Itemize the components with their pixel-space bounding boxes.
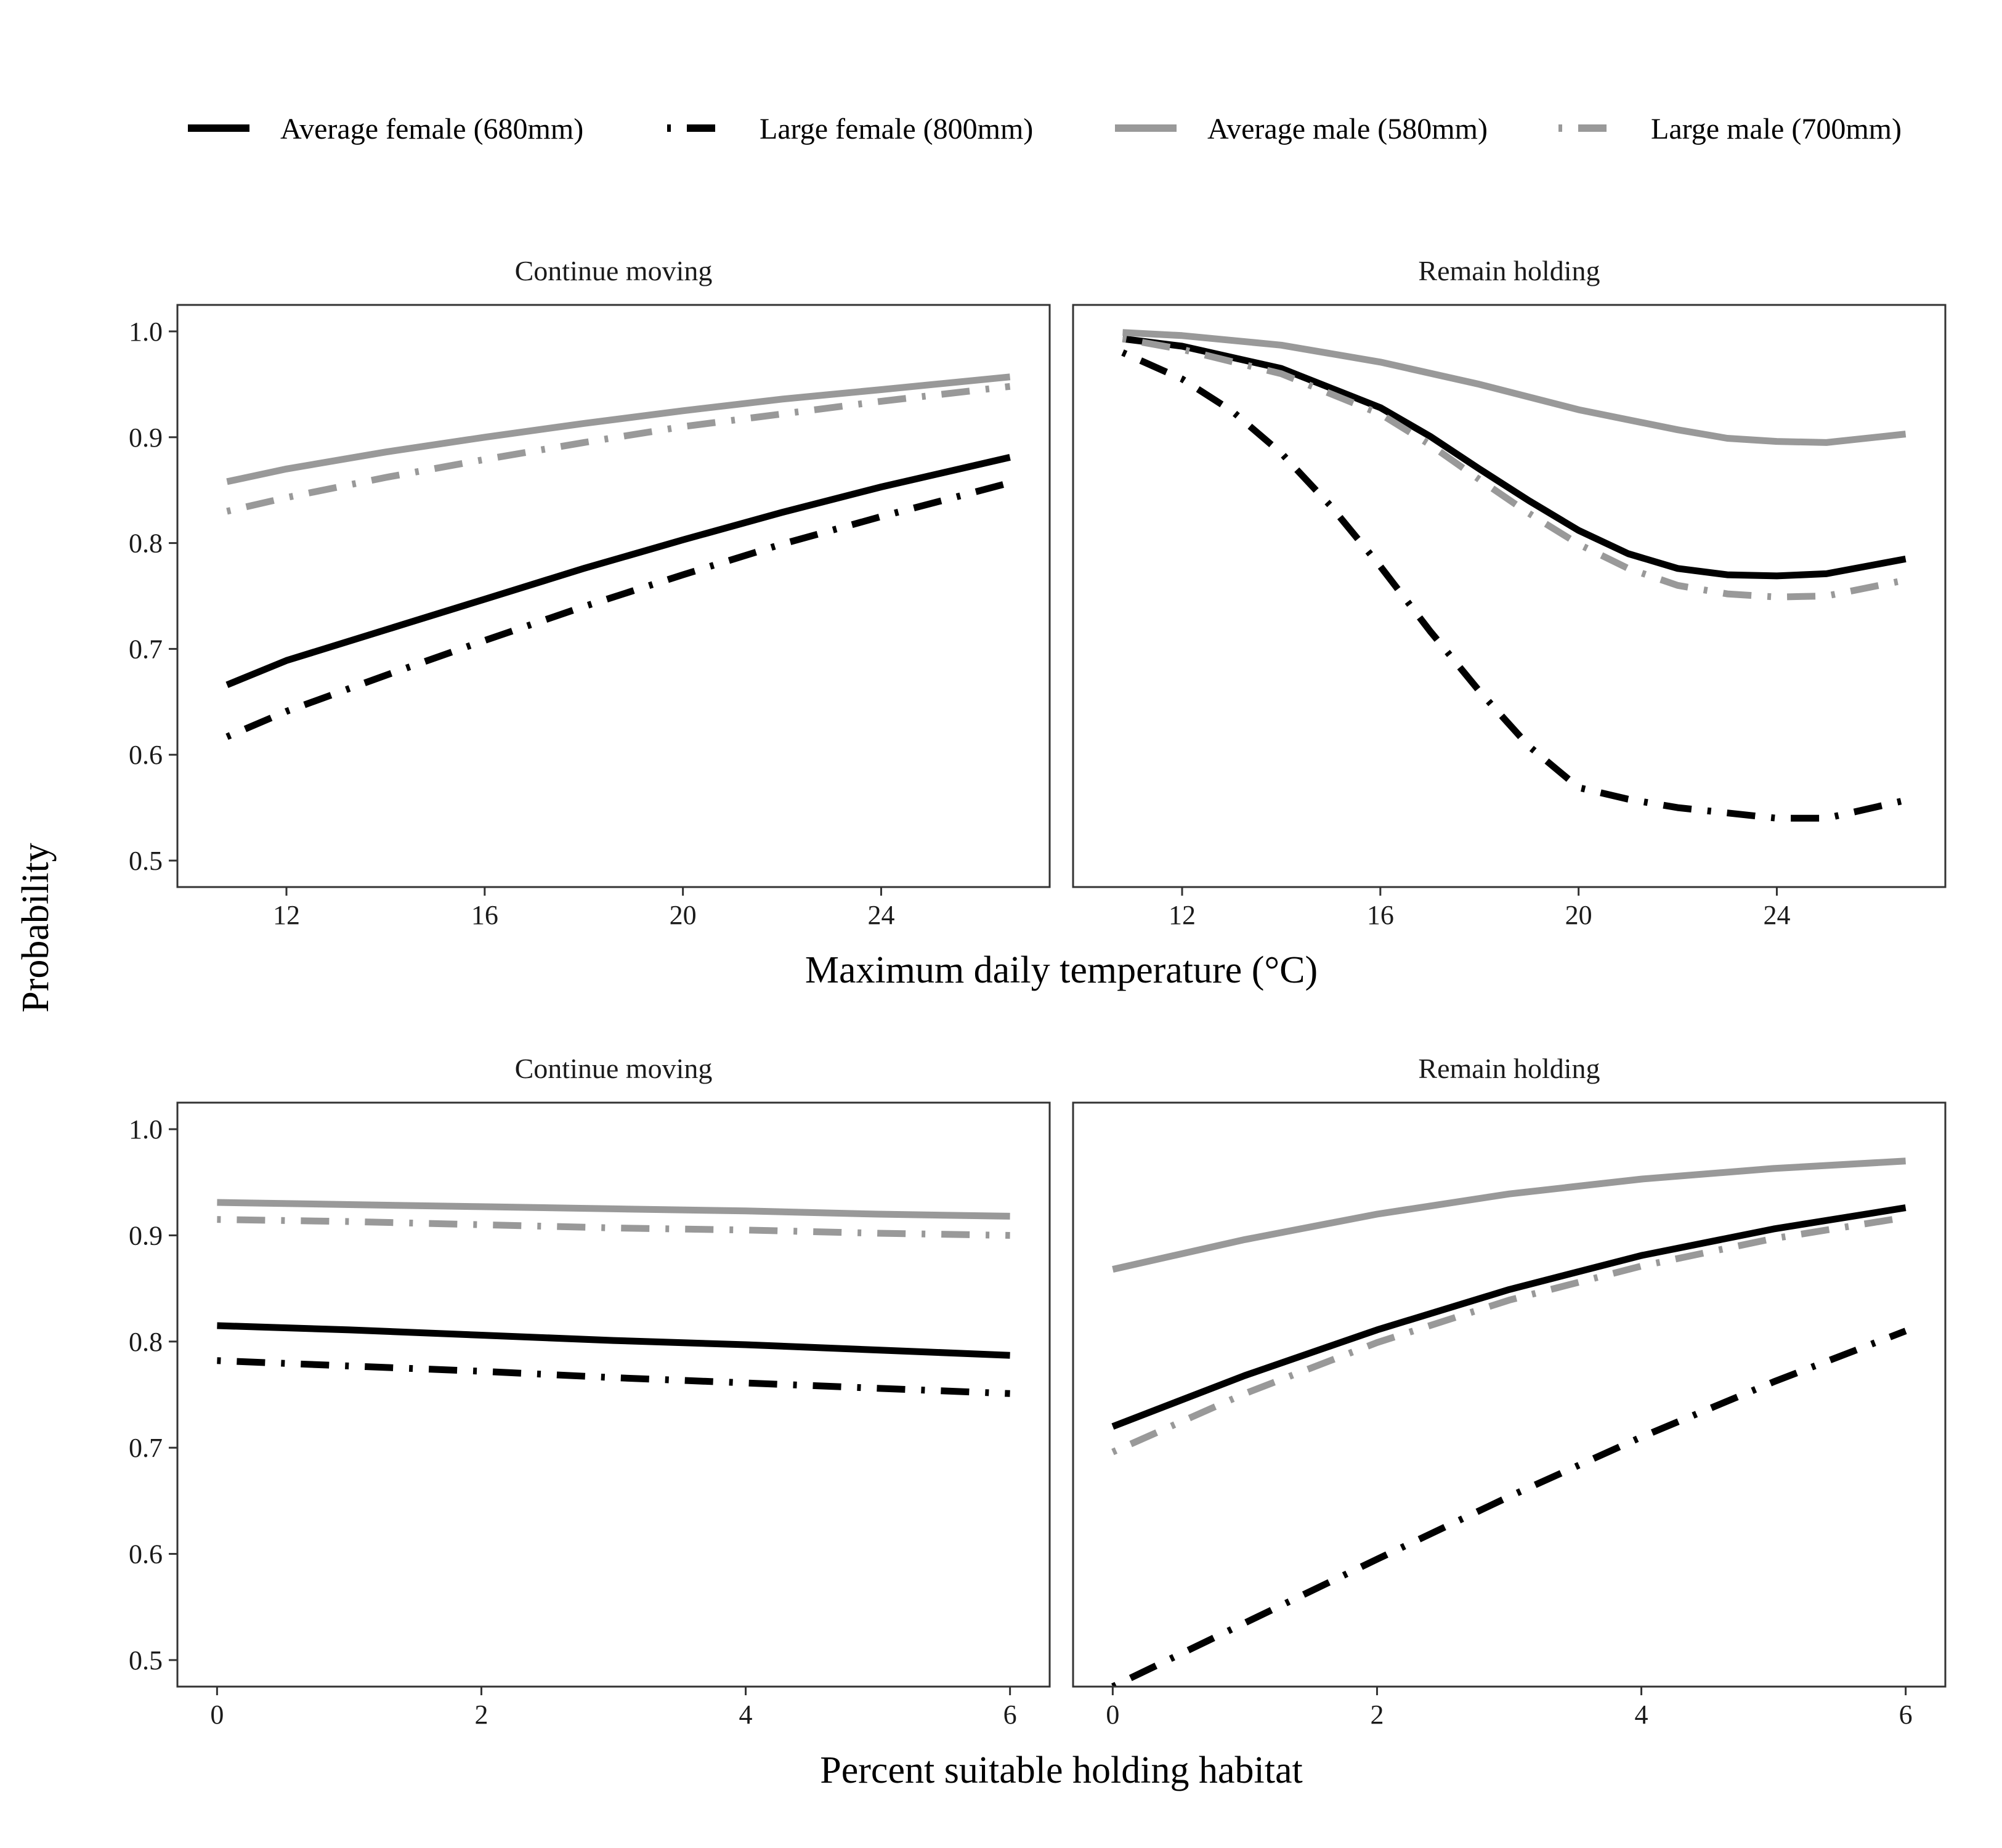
series-line-average-female-680mm <box>225 454 1011 688</box>
series-line-average-male-580mm <box>217 1199 1010 1220</box>
x-tick-label: 2 <box>1370 1700 1384 1730</box>
y-tick-label: 1.0 <box>129 1114 163 1145</box>
panel-border <box>1072 1101 1947 1688</box>
x-tick-label: 16 <box>1367 900 1394 930</box>
y-tick-label: 0.8 <box>129 1327 163 1357</box>
panel-2-remain-holding: Remain holding 12 16 20 24 <box>1072 255 1947 930</box>
series-line-large-male-700mm <box>1122 335 1907 601</box>
series-line-large-male-700mm <box>1111 1214 1907 1456</box>
x-tick-label: 20 <box>670 900 697 930</box>
series-line-large-female-800mm <box>225 479 1011 740</box>
series-line-large-male-700mm <box>226 383 1011 515</box>
series-line-average-female-680mm <box>1111 1204 1907 1430</box>
x-tick-label: 24 <box>867 900 894 930</box>
series-group <box>225 373 1011 740</box>
x-tick-label: 4 <box>1635 1700 1648 1730</box>
x-tick-label: 4 <box>739 1700 753 1730</box>
series-group <box>1121 329 1907 822</box>
legend: Average female (680mm) Large female (800m… <box>188 113 1902 145</box>
x-axis-title-top: Maximum daily temperature (°C) <box>805 949 1318 991</box>
series-line-average-male-580mm <box>1112 1157 1906 1273</box>
x-tick-label: 16 <box>471 900 498 930</box>
x-tick-label: 12 <box>1169 900 1196 930</box>
y-tick-label: 1.0 <box>129 317 163 347</box>
legend-label: Average female (680mm) <box>280 113 583 145</box>
series-line-large-female-800mm <box>217 1357 1010 1397</box>
series-line-average-male-580mm <box>226 373 1011 485</box>
series-line-large-male-700mm <box>217 1216 1010 1239</box>
panel-3-continue-moving: Continue moving 0.5 0.6 0.7 0.8 0.9 1.0 0 2 4 6 <box>129 1053 1051 1730</box>
series-group <box>1111 1157 1907 1687</box>
panel-border <box>1072 304 1947 888</box>
legend-label: Large female (800mm) <box>760 113 1033 145</box>
y-tick-label: 0.5 <box>129 1645 163 1676</box>
series-line-average-female-680mm <box>1122 335 1907 580</box>
series-line-large-female-800mm <box>1111 1327 1907 1687</box>
x-tick-label: 24 <box>1763 900 1790 930</box>
series-line-large-female-800mm <box>1121 349 1907 822</box>
x-tick-label: 6 <box>1899 1700 1913 1730</box>
panel-4-remain-holding: Remain holding 0 2 4 6 <box>1072 1053 1947 1730</box>
legend-label: Large male (700mm) <box>1651 113 1902 145</box>
panel-border <box>176 304 1051 888</box>
panel-1-continue-moving: Continue moving 0.5 0.6 0.7 0.8 0.9 1.0 12 16 20 2… <box>129 255 1051 930</box>
series-group <box>217 1199 1010 1397</box>
y-tick-label: 0.9 <box>129 423 163 453</box>
legend-entry-large-female-800mm: Large female (800mm) <box>667 113 1033 145</box>
facet-title: Continue moving <box>515 1053 713 1084</box>
y-tick-label: 0.7 <box>129 634 163 664</box>
facet-title: Continue moving <box>515 255 713 286</box>
y-tick-label: 0.7 <box>129 1433 163 1463</box>
y-tick-label: 0.5 <box>129 846 163 876</box>
x-tick-label: 6 <box>1003 1700 1017 1730</box>
facet-title: Remain holding <box>1418 255 1600 286</box>
panel-border <box>176 1101 1051 1688</box>
y-tick-label: 0.9 <box>129 1220 163 1250</box>
legend-entry-average-female-680mm: Average female (680mm) <box>188 113 583 145</box>
facet-title: Remain holding <box>1418 1053 1600 1084</box>
legend-entry-average-male-580mm: Average male (580mm) <box>1115 113 1488 145</box>
x-axis-title-bottom: Percent suitable holding habitat <box>820 1749 1302 1791</box>
legend-label: Average male (580mm) <box>1207 113 1488 145</box>
x-tick-label: 0 <box>1106 1700 1119 1730</box>
y-tick-label: 0.6 <box>129 1539 163 1570</box>
x-tick-label: 12 <box>273 900 300 930</box>
series-line-average-male-580mm <box>1122 329 1907 446</box>
x-tick-label: 0 <box>210 1700 224 1730</box>
series-line-average-female-680mm <box>217 1322 1010 1359</box>
axis-titles: Probability Maximum daily temperature (°… <box>15 843 1318 1791</box>
y-tick-label: 0.8 <box>129 529 163 559</box>
y-tick-label: 0.6 <box>129 740 163 770</box>
y-axis-title: Probability <box>15 843 57 1013</box>
x-tick-label: 20 <box>1565 900 1592 930</box>
x-tick-label: 2 <box>474 1700 488 1730</box>
legend-entry-large-male-700mm: Large male (700mm) <box>1558 113 1902 145</box>
